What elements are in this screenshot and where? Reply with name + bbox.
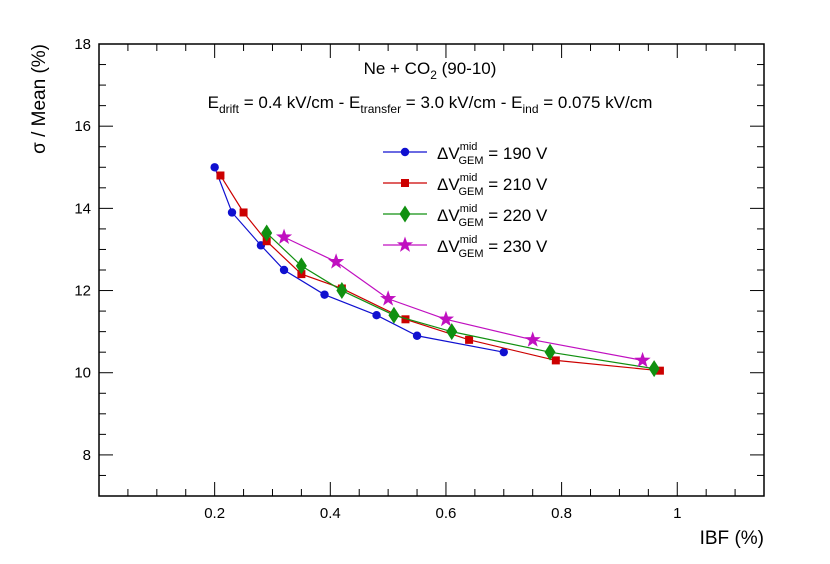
data-point-square xyxy=(551,356,560,365)
y-tick-label: 12 xyxy=(74,283,91,300)
legend: ΔVmid GEM = 190 V ΔVmid GEM = 210 V ΔVmid GEM… xyxy=(383,141,548,260)
x-axis-label: IBF (%) xyxy=(700,528,764,549)
x-tick-label: 0.8 xyxy=(551,505,572,522)
y-tick-label: 8 xyxy=(83,447,91,464)
data-point-star xyxy=(328,253,345,269)
y-tick-label: 14 xyxy=(74,200,91,217)
data-point-star xyxy=(396,236,414,252)
data-point-circle xyxy=(400,147,410,157)
y-tick-label: 10 xyxy=(74,365,91,382)
x-tick-label: 0.6 xyxy=(436,505,457,522)
data-point-square xyxy=(401,179,409,187)
y-tick-label: 16 xyxy=(74,118,91,135)
series-3 xyxy=(261,224,660,378)
series-line xyxy=(214,167,504,353)
data-point-square xyxy=(216,171,225,180)
x-tick-label: 1 xyxy=(673,505,681,522)
data-point-square xyxy=(655,366,664,375)
data-point-star xyxy=(380,290,397,306)
legend-label: ΔVmid GEM = 210 V xyxy=(437,172,548,198)
axis-ticks xyxy=(99,43,764,497)
data-point-star xyxy=(634,351,651,368)
data-point-diamond xyxy=(261,224,273,242)
data-point-square xyxy=(239,208,248,217)
data-point-circle xyxy=(210,163,219,172)
data-point-circle xyxy=(499,347,508,357)
data-point-diamond xyxy=(399,205,411,223)
data-point-diamond xyxy=(336,282,348,300)
legend-entry: ΔVmid GEM = 220 V xyxy=(383,203,548,229)
data-point-diamond xyxy=(446,323,458,341)
field-annotation: Edrift = 0.4 kV/cm - Etransfer = 3.0 kV/… xyxy=(208,93,653,116)
data-point-star xyxy=(437,310,455,327)
y-tick-label: 18 xyxy=(74,36,91,53)
data-point-circle xyxy=(320,290,329,299)
data-point-diamond xyxy=(544,343,556,361)
data-point-diamond xyxy=(295,257,307,275)
data-point-circle xyxy=(279,265,289,275)
data-point-square xyxy=(465,335,474,344)
series-4 xyxy=(275,228,651,368)
legend-entry: ΔVmid GEM = 190 V xyxy=(383,141,548,167)
data-point-circle xyxy=(227,208,237,217)
x-tick-label: 0.4 xyxy=(320,505,341,522)
chart-title: Ne + CO2 (90-10) xyxy=(364,59,497,82)
data-point-square xyxy=(401,315,410,324)
data-point-diamond xyxy=(648,360,660,378)
data-point-star xyxy=(524,331,541,347)
legend-label: ΔVmid GEM = 190 V xyxy=(437,141,548,167)
series-layer xyxy=(210,163,664,378)
legend-entry: ΔVmid GEM = 210 V xyxy=(383,172,548,198)
data-point-circle xyxy=(372,311,381,320)
data-point-circle xyxy=(412,331,422,340)
series-1 xyxy=(210,163,508,357)
x-tick-label: 0.2 xyxy=(204,505,225,522)
legend-label: ΔVmid GEM = 220 V xyxy=(437,203,548,229)
data-point-star xyxy=(275,228,293,244)
legend-entry: ΔVmid GEM = 230 V xyxy=(383,234,548,260)
series-line xyxy=(283,236,643,361)
legend-label: ΔVmid GEM = 230 V xyxy=(437,234,548,260)
data-point-diamond xyxy=(388,306,400,324)
y-axis-label: σ / Mean (%) xyxy=(29,44,50,154)
